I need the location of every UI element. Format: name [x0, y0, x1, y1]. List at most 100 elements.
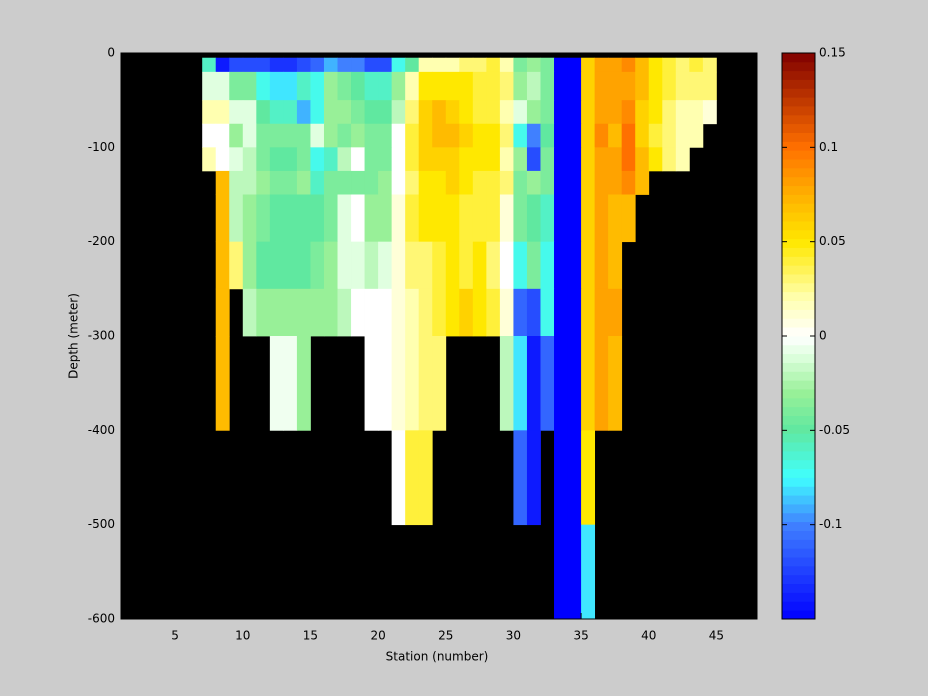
heatmap-cell	[418, 241, 433, 290]
y-tick-label: -200	[88, 234, 115, 248]
heatmap-cell	[554, 170, 568, 195]
heatmap-cell	[621, 170, 636, 195]
colorbar-tick-label: 0	[819, 329, 827, 343]
colorbar-swatch	[782, 574, 815, 585]
heatmap-cell	[391, 71, 406, 101]
heatmap-cell	[242, 194, 257, 243]
colorbar-swatch	[782, 265, 815, 275]
colorbar-swatch	[782, 256, 815, 266]
heatmap-cell	[378, 288, 393, 337]
heatmap-cell	[364, 71, 379, 101]
heatmap-cell	[635, 71, 650, 101]
heatmap-cell	[351, 123, 365, 148]
heatmap-cell	[594, 170, 609, 195]
colorbar-swatch	[782, 548, 815, 558]
heatmap-cell	[513, 123, 528, 148]
heatmap-cell	[364, 147, 379, 172]
heatmap-cell	[351, 241, 365, 290]
heatmap-cell	[567, 241, 582, 290]
heatmap-cell	[242, 241, 257, 290]
heatmap-cell	[445, 57, 460, 73]
heatmap-cell	[296, 336, 311, 431]
colorbar-swatch	[782, 601, 815, 611]
colorbar-swatch	[782, 344, 815, 355]
colorbar-swatch	[782, 459, 815, 470]
colorbar-swatch	[782, 97, 815, 107]
heatmap-cell	[202, 100, 217, 125]
heatmap-cell	[594, 57, 609, 73]
heatmap-cell	[283, 57, 298, 73]
heatmap-cell	[662, 71, 677, 101]
heatmap-cell	[581, 57, 596, 73]
heatmap-cell	[351, 71, 365, 101]
heatmap-cell	[621, 57, 636, 73]
heatmap-cell	[364, 100, 379, 125]
x-tick-label: 45	[709, 629, 724, 643]
heatmap-cell	[418, 100, 433, 125]
heatmap-cell	[526, 147, 541, 172]
heatmap-cell	[256, 288, 271, 337]
heatmap-cell	[364, 241, 379, 290]
heatmap-cell	[445, 241, 460, 290]
colorbar-swatch	[782, 318, 815, 328]
heatmap-cell	[296, 241, 311, 290]
heatmap-cell	[310, 123, 325, 148]
heatmap-cell	[648, 100, 663, 125]
heatmap-cell	[499, 241, 514, 290]
heatmap-cell	[202, 71, 217, 101]
heatmap-cell	[364, 288, 379, 337]
heatmap-cell	[242, 71, 257, 101]
heatmap-cell	[215, 170, 230, 195]
heatmap-cell	[283, 194, 298, 243]
colorbar-swatch	[782, 61, 815, 72]
heatmap-cell	[581, 430, 596, 526]
colorbar-swatch	[782, 114, 815, 125]
heatmap-cell	[554, 336, 568, 431]
heatmap-cell	[635, 100, 650, 125]
colorbar-swatch	[782, 88, 815, 98]
heatmap-cell	[323, 194, 338, 243]
heatmap-cell	[662, 147, 677, 172]
heatmap-cell	[432, 288, 447, 337]
colorbar-swatch	[782, 406, 815, 416]
heatmap-cell	[364, 170, 379, 195]
heatmap-cell	[337, 123, 352, 148]
heatmap-cell	[486, 147, 501, 172]
heatmap-cell	[594, 147, 609, 172]
heatmap-cell	[310, 147, 325, 172]
colorbar-swatch	[782, 424, 815, 434]
heatmap-cell	[418, 288, 433, 337]
heatmap-cell	[364, 57, 379, 73]
heatmap-cell	[337, 288, 352, 337]
heatmap-cell	[296, 57, 311, 73]
heatmap-cell	[554, 147, 568, 172]
heatmap-cell	[689, 100, 704, 125]
colorbar-swatch	[782, 450, 815, 461]
heatmap-cell	[215, 71, 230, 101]
heatmap-cell	[567, 430, 582, 526]
heatmap-cell	[513, 147, 528, 172]
heatmap-cell	[472, 147, 487, 172]
heatmap-cell	[296, 288, 311, 337]
colorbar-swatch	[782, 504, 815, 514]
heatmap-cell	[296, 100, 311, 125]
heatmap-cell	[486, 123, 501, 148]
heatmap-cell	[675, 123, 690, 148]
heatmap-cell	[621, 71, 636, 101]
heatmap-cell	[242, 288, 257, 337]
heatmap-cell	[486, 71, 501, 101]
heatmap-cell	[269, 57, 284, 73]
heatmap-cell	[608, 336, 623, 431]
colorbar-swatch	[782, 327, 815, 337]
heatmap-cell	[202, 57, 217, 73]
colorbar-swatch	[782, 512, 815, 523]
heatmap-cell	[594, 71, 609, 101]
heatmap-cell	[256, 123, 271, 148]
heatmap-cell	[567, 57, 582, 73]
heatmap-cell	[499, 71, 514, 101]
heatmap-cell	[391, 336, 406, 431]
heatmap-cell	[581, 241, 596, 290]
heatmap-cell	[391, 288, 406, 337]
heatmap-cell	[215, 194, 230, 243]
heatmap-cell	[608, 288, 623, 337]
